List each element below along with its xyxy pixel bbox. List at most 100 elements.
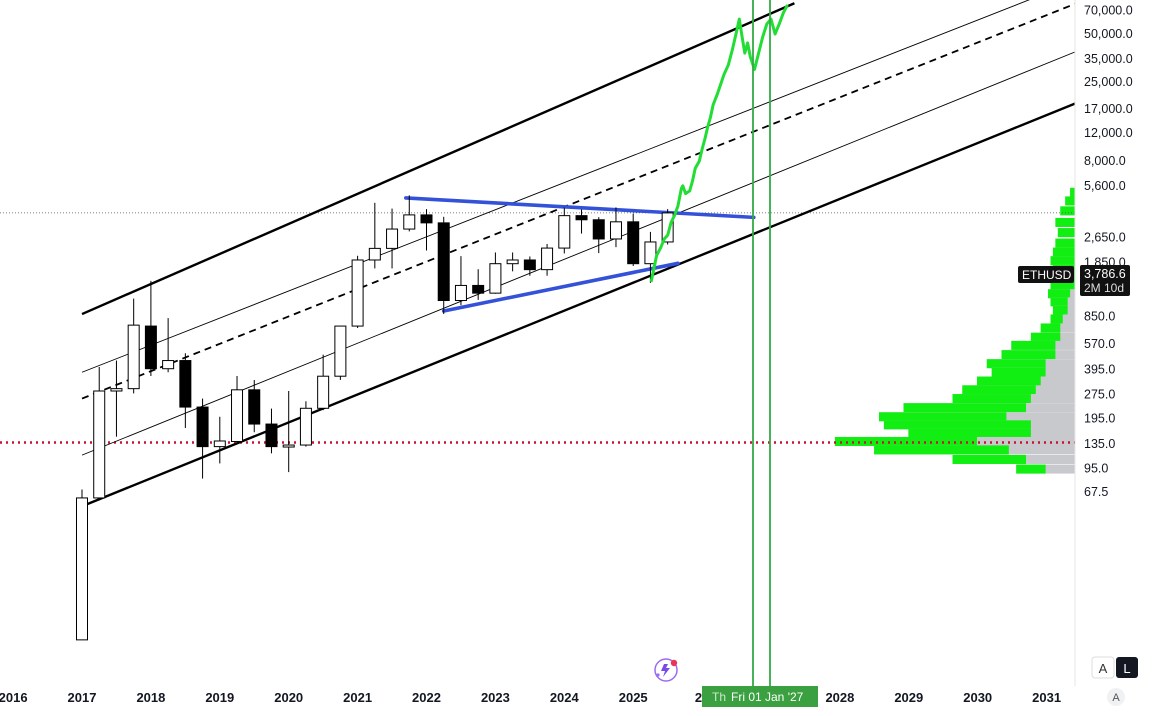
profile-bin-buy: [1070, 187, 1075, 197]
profile-bin-buy: [1048, 289, 1071, 299]
y-tick-label: 135.0: [1084, 437, 1115, 451]
profile-bin-buy: [1050, 256, 1075, 266]
profile-bin-buy: [834, 436, 977, 446]
candle: [472, 269, 485, 300]
channel-line-thick: [81, 99, 1082, 508]
candle-body-up: [334, 325, 347, 377]
x-tick-label: 2017: [68, 690, 97, 705]
candle: [196, 398, 209, 479]
y-tick-label: 67.5: [1084, 485, 1108, 499]
candle: [162, 318, 175, 373]
candle: [661, 209, 674, 245]
candle-body-up: [609, 221, 622, 240]
x-tick-label: 2018: [136, 690, 165, 705]
projection-path: [649, 4, 789, 283]
candle: [179, 353, 192, 429]
y-tick-label: 850.0: [1084, 309, 1115, 323]
x-tick-label: 2024: [550, 690, 580, 705]
candle-body-down: [420, 214, 433, 224]
channel-line-thin: [81, 0, 1030, 373]
profile-bin-buy: [952, 394, 1031, 404]
candle: [558, 207, 571, 254]
candle-body-down: [144, 325, 157, 370]
channel-line-thick: [81, 2, 795, 316]
profile-bin-buy: [908, 428, 1031, 438]
y-tick-label: 25,000.0: [1084, 75, 1133, 89]
candle-body-up: [162, 360, 175, 370]
candle: [248, 379, 261, 433]
candle-countdown: 2M 10d: [1084, 281, 1124, 295]
candle-body-up: [299, 407, 312, 446]
candle: [420, 209, 433, 251]
channel-line-dashed: [81, 0, 1082, 400]
candle-body-up: [231, 389, 244, 442]
profile-bin-buy: [883, 420, 1031, 430]
x-tick-label: 2031: [1032, 690, 1061, 705]
crosshair-lines: [752, 0, 771, 686]
profile-bin-buy: [1052, 247, 1075, 257]
y-tick-label: 395.0: [1084, 363, 1115, 377]
triangle-lower-line: [441, 261, 680, 313]
candle: [541, 243, 554, 276]
x-tick-label: 2019: [205, 690, 234, 705]
candle: [127, 298, 140, 394]
candle-body-up: [76, 497, 88, 641]
y-tick-label: 2,650.0: [1084, 231, 1126, 245]
candle: [368, 202, 381, 269]
profile-bin-buy: [879, 412, 1007, 422]
y-tick-label: 70,000.0: [1084, 4, 1133, 18]
candle-body-down: [196, 406, 209, 448]
crosshair-prefix: Th: [712, 690, 726, 704]
candle: [299, 401, 312, 447]
regression-channel: [81, 0, 1082, 508]
profile-bin-buy: [1030, 332, 1061, 342]
profile-bin-buy: [1001, 350, 1056, 360]
candle-body-up: [644, 241, 657, 265]
candle: [213, 416, 226, 464]
x-tick-label: 2029: [894, 690, 923, 705]
profile-bin-buy: [986, 359, 1046, 369]
candle: [334, 325, 347, 380]
profile-bin-buy: [1057, 228, 1075, 238]
auto-fit-button[interactable]: A: [1107, 688, 1125, 706]
log-scale-button[interactable]: L: [1116, 657, 1138, 678]
profile-bin-buy: [1055, 238, 1075, 248]
candle: [403, 195, 416, 232]
y-tick-label: 5,600.0: [1084, 179, 1126, 193]
profile-bin-buy: [1065, 196, 1075, 206]
profile-bin-buy: [1052, 305, 1068, 315]
candle: [93, 366, 106, 501]
auto-fit-label: A: [1112, 692, 1120, 704]
profile-bin-buy: [1050, 281, 1075, 291]
y-tick-label: 17,000.0: [1084, 102, 1133, 116]
candle-body-up: [661, 212, 674, 243]
profile-bin-buy: [991, 367, 1046, 377]
candle: [110, 360, 123, 437]
crosshair-time-label: Th Fri 01 Jan '27: [702, 686, 818, 707]
time-axis[interactable]: 2016 2017 2018 2019 2020 2021 2022 2023 2024 2025…: [0, 690, 1061, 705]
candle: [575, 209, 588, 234]
profile-bin-buy: [1050, 314, 1063, 324]
triangle-upper-line: [404, 196, 756, 220]
y-tick-label: 570.0: [1084, 337, 1115, 351]
candle: [523, 256, 536, 276]
auto-scale-button[interactable]: A: [1091, 656, 1115, 679]
x-tick-label: 2021: [343, 690, 372, 705]
assistant-spark-icon[interactable]: [654, 658, 678, 682]
volume-profile: [834, 187, 1075, 474]
candle: [76, 489, 88, 641]
candle-body-up: [541, 247, 554, 271]
y-tick-label: 275.0: [1084, 388, 1115, 402]
candle: [454, 256, 467, 306]
candle-body-up: [489, 263, 502, 294]
candle: [317, 354, 330, 411]
log-scale-label: L: [1123, 661, 1130, 676]
candle-body-down: [265, 423, 278, 448]
profile-bin-buy: [977, 376, 1041, 386]
candle: [627, 213, 640, 267]
candle-body-up: [282, 444, 295, 448]
y-tick-label: 12,000.0: [1084, 126, 1133, 140]
y-tick-label: 8,000.0: [1084, 154, 1126, 168]
